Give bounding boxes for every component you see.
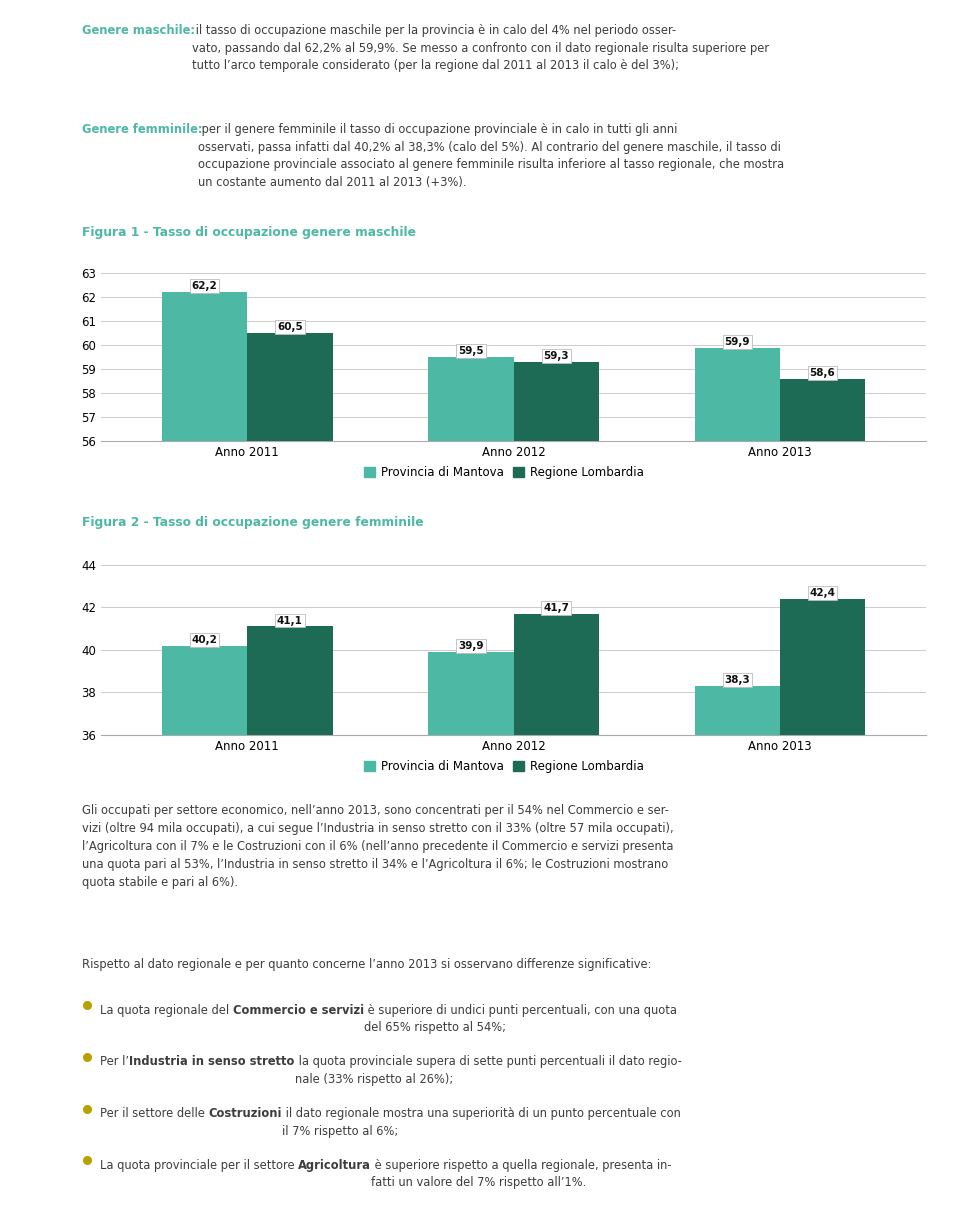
Bar (428, 652, 514, 1209)
Bar (514, 614, 599, 1209)
Bar (162, 646, 248, 1209)
Text: Figura 2 - Tasso di occupazione genere femminile: Figura 2 - Tasso di occupazione genere f… (82, 516, 423, 530)
Bar (248, 626, 332, 1209)
Text: il tasso di occupazione maschile per la provincia è in calo del 4% nel periodo o: il tasso di occupazione maschile per la … (192, 24, 769, 73)
Text: Figura 1 - Tasso di occupazione genere maschile: Figura 1 - Tasso di occupazione genere m… (82, 226, 416, 239)
Legend: Provincia di Mantova, Regione Lombardia: Provincia di Mantova, Regione Lombardia (360, 756, 648, 777)
Bar (514, 361, 599, 1209)
Text: per il genere femminile il tasso di occupazione provinciale è in calo in tutti g: per il genere femminile il tasso di occu… (198, 123, 784, 189)
Text: è superiore rispetto a quella regionale, presenta in-
fatti un valore del 7% ris: è superiore rispetto a quella regionale,… (372, 1158, 672, 1190)
Text: Genere femminile:: Genere femminile: (82, 123, 203, 137)
Text: La quota provinciale per il settore: La quota provinciale per il settore (100, 1158, 299, 1172)
Text: 59,9: 59,9 (725, 336, 750, 347)
Text: 39,9: 39,9 (458, 641, 484, 652)
Text: 62,2: 62,2 (192, 282, 218, 291)
Bar (162, 293, 248, 1209)
Text: Industria in senso stretto: Industria in senso stretto (130, 1055, 295, 1069)
Bar (695, 348, 780, 1209)
Text: 60,5: 60,5 (277, 323, 302, 332)
Text: 41,1: 41,1 (276, 615, 302, 625)
Text: 59,3: 59,3 (543, 351, 569, 361)
Text: 38,3: 38,3 (725, 676, 750, 686)
Text: Per il settore delle: Per il settore delle (100, 1107, 208, 1120)
Text: Costruzioni: Costruzioni (208, 1107, 282, 1120)
Text: 40,2: 40,2 (192, 635, 218, 644)
Text: Commercio e servizi: Commercio e servizi (233, 1003, 364, 1017)
Text: 41,7: 41,7 (543, 603, 569, 613)
Text: Gli occupati per settore economico, nell’anno 2013, sono concentrati per il 54% : Gli occupati per settore economico, nell… (82, 804, 673, 889)
Text: Rispetto al dato regionale e per quanto concerne l’anno 2013 si osservano differ: Rispetto al dato regionale e per quanto … (82, 958, 651, 971)
Bar (780, 598, 865, 1209)
Text: Agricoltura: Agricoltura (299, 1158, 372, 1172)
Legend: Provincia di Mantova, Regione Lombardia: Provincia di Mantova, Regione Lombardia (360, 462, 648, 484)
Text: 15: 15 (918, 1188, 936, 1201)
Text: 59,5: 59,5 (458, 346, 484, 357)
Bar (695, 686, 780, 1209)
Text: Per l’: Per l’ (100, 1055, 130, 1069)
Text: è superiore di undici punti percentuali, con una quota
del 65% rispetto al 54%;: è superiore di undici punti percentuali,… (364, 1003, 677, 1034)
Bar (780, 378, 865, 1209)
Bar (248, 334, 332, 1209)
Bar (428, 357, 514, 1209)
Text: il dato regionale mostra una superiorità di un punto percentuale con
il 7% rispe: il dato regionale mostra una superiorità… (282, 1107, 681, 1138)
Text: Genere maschile:: Genere maschile: (82, 24, 195, 37)
Text: 58,6: 58,6 (809, 368, 835, 378)
Text: La quota regionale del: La quota regionale del (100, 1003, 233, 1017)
Text: 42,4: 42,4 (809, 588, 835, 598)
Text: la quota provinciale supera di sette punti percentuali il dato regio-
nale (33% : la quota provinciale supera di sette pun… (295, 1055, 682, 1086)
